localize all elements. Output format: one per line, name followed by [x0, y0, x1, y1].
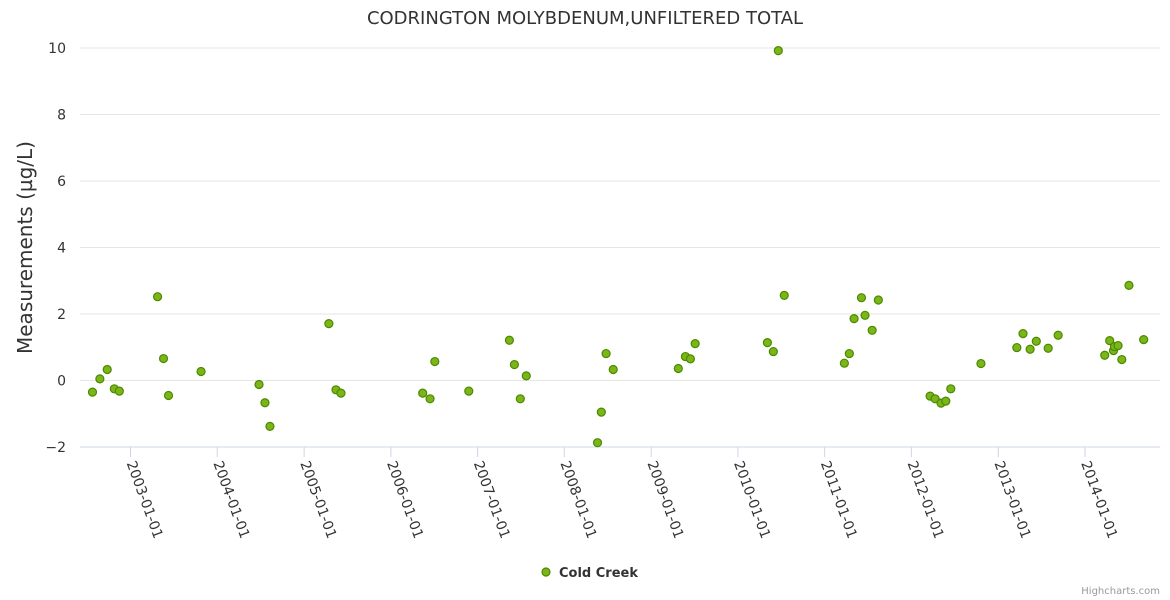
- data-point[interactable]: [521, 371, 531, 381]
- data-point[interactable]: [1139, 335, 1149, 345]
- y-tick-label: 6: [57, 174, 66, 190]
- data-point[interactable]: [1012, 342, 1022, 353]
- data-point[interactable]: [1105, 336, 1115, 346]
- x-tick-label: 2013-01-01: [991, 459, 1034, 541]
- data-point[interactable]: [1100, 350, 1110, 360]
- x-tick-label: 2004-01-01: [209, 459, 252, 541]
- x-tick-label: 2003-01-01: [123, 459, 166, 541]
- y-tick-label: 0: [57, 374, 66, 390]
- data-point[interactable]: [1117, 354, 1127, 365]
- data-point[interactable]: [254, 379, 264, 390]
- data-point[interactable]: [265, 421, 275, 431]
- x-tick-label: 2008-01-01: [557, 459, 600, 541]
- data-point[interactable]: [1113, 340, 1123, 351]
- data-point[interactable]: [504, 335, 515, 345]
- data-point[interactable]: [509, 359, 519, 370]
- data-point[interactable]: [596, 407, 606, 417]
- data-point[interactable]: [1025, 344, 1035, 354]
- data-point[interactable]: [844, 348, 854, 359]
- data-point[interactable]: [1043, 343, 1053, 353]
- data-point[interactable]: [1053, 330, 1063, 340]
- data-point[interactable]: [324, 319, 334, 329]
- data-point[interactable]: [1018, 329, 1028, 339]
- data-point[interactable]: [690, 338, 700, 349]
- series-cold-creek: [87, 46, 1149, 448]
- credits-link[interactable]: Highcharts.com: [1081, 586, 1160, 597]
- y-tick-label: 2: [57, 307, 66, 323]
- data-point[interactable]: [946, 384, 956, 394]
- x-tick-label: 2010-01-01: [730, 459, 773, 541]
- x-tick-label: 2014-01-01: [1077, 459, 1120, 541]
- data-point[interactable]: [779, 290, 789, 300]
- legend[interactable]: Cold Creek: [541, 566, 638, 581]
- x-axis: 2003-01-01 2004-01-01 2005-01-01 2006-01-01…: [123, 447, 1120, 541]
- data-point[interactable]: [1031, 336, 1041, 346]
- legend-marker: [541, 567, 551, 577]
- data-point[interactable]: [430, 356, 440, 367]
- data-point[interactable]: [608, 364, 618, 375]
- data-point[interactable]: [425, 394, 435, 404]
- data-point[interactable]: [95, 374, 105, 384]
- data-point[interactable]: [87, 387, 98, 397]
- y-axis: −2 0 2 4 6 8 10: [45, 41, 66, 456]
- x-tick-label: 2005-01-01: [296, 459, 339, 541]
- x-tick-label: 2011-01-01: [817, 459, 860, 541]
- data-point[interactable]: [873, 295, 883, 305]
- chart-title: CODRINGTON MOLYBDENUM,UNFILTERED TOTAL: [367, 8, 803, 29]
- data-point[interactable]: [464, 386, 474, 396]
- data-point[interactable]: [856, 293, 867, 303]
- data-point[interactable]: [773, 46, 783, 56]
- data-point[interactable]: [418, 388, 428, 398]
- grid-layer: [80, 47, 1160, 448]
- x-tick-label: 2009-01-01: [643, 459, 686, 541]
- data-point[interactable]: [152, 292, 163, 302]
- data-point[interactable]: [1124, 280, 1134, 291]
- data-point[interactable]: [601, 348, 611, 359]
- data-point[interactable]: [762, 337, 772, 348]
- data-point[interactable]: [163, 390, 174, 401]
- y-axis-label: Measurements (µg/L): [13, 141, 37, 354]
- x-tick-label: 2007-01-01: [470, 459, 513, 541]
- data-point[interactable]: [673, 363, 683, 374]
- y-tick-label: 10: [48, 41, 66, 57]
- data-point[interactable]: [515, 394, 525, 404]
- data-point[interactable]: [592, 438, 603, 448]
- data-point[interactable]: [102, 364, 112, 375]
- y-tick-label: 8: [57, 108, 66, 124]
- data-point[interactable]: [158, 353, 169, 364]
- x-tick-label: 2006-01-01: [383, 459, 426, 541]
- y-tick-label: −2: [45, 440, 66, 456]
- data-point[interactable]: [976, 358, 986, 369]
- data-point[interactable]: [336, 388, 346, 398]
- data-point[interactable]: [768, 346, 778, 357]
- data-point[interactable]: [196, 366, 206, 377]
- data-point[interactable]: [685, 354, 696, 364]
- data-point[interactable]: [260, 398, 270, 408]
- data-point[interactable]: [114, 386, 124, 396]
- data-point[interactable]: [860, 310, 870, 320]
- y-tick-label: 4: [57, 241, 66, 257]
- data-point[interactable]: [839, 358, 849, 368]
- legend-label-cold-creek[interactable]: Cold Creek: [559, 566, 638, 581]
- data-point[interactable]: [849, 314, 859, 324]
- data-point[interactable]: [941, 396, 951, 406]
- x-tick-label: 2012-01-01: [904, 459, 947, 541]
- data-point[interactable]: [867, 325, 877, 335]
